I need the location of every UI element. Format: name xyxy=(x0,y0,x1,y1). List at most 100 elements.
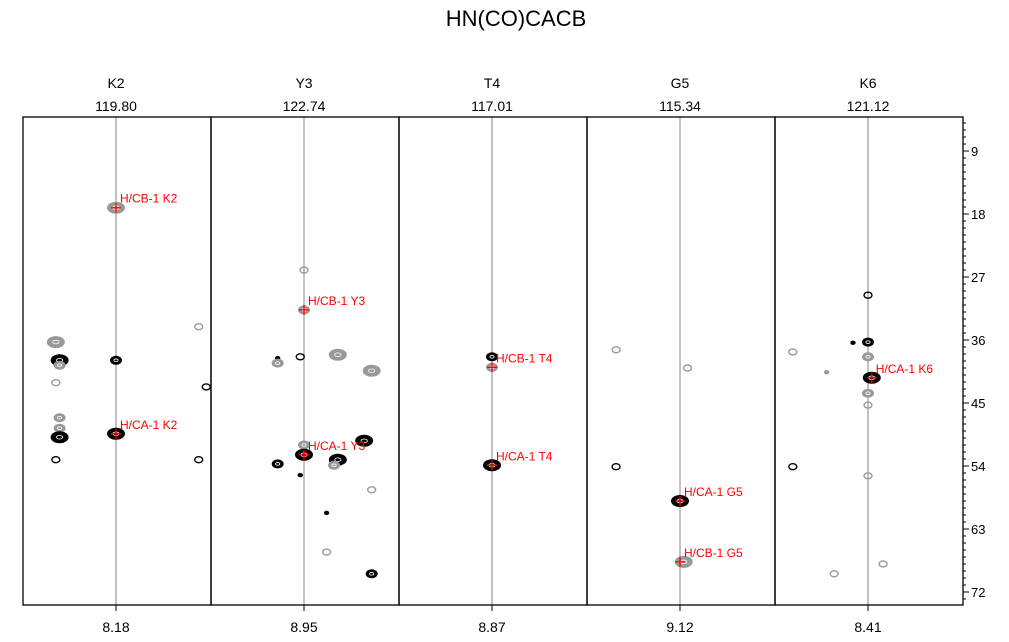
contour-peak xyxy=(271,459,284,469)
peak-marker-cross xyxy=(675,495,685,506)
contour-peak xyxy=(53,413,66,423)
contour-peak xyxy=(53,423,66,433)
contour-inner-level xyxy=(56,435,64,440)
peak-marker-cross xyxy=(111,428,121,439)
strip-residue-label: K2 xyxy=(107,75,124,91)
contour-peak xyxy=(194,455,204,464)
y-tick-label: 72 xyxy=(971,585,985,600)
strip-k6: K6 121.12 8.41 H/CA-1 K6 xyxy=(774,75,964,635)
y-tick-label: 45 xyxy=(971,396,985,411)
contour-peak xyxy=(271,358,284,368)
contour-peak xyxy=(323,510,330,516)
peak-marker-cross xyxy=(111,202,121,213)
chart-title: HN(CO)CACB xyxy=(446,6,587,31)
contour-peak xyxy=(355,434,374,447)
strip-k2: K2 119.80 8.18 H/CB-1 K2 H/CA-1 K2 xyxy=(22,75,212,635)
contour-inner-level xyxy=(331,463,337,468)
contour-inner-level xyxy=(301,443,307,447)
contour-inner-level xyxy=(275,361,281,365)
contour-inner-level xyxy=(360,438,368,443)
contour-peak xyxy=(863,401,873,409)
y-tick-label: 18 xyxy=(971,207,985,222)
strip-n15-label: 117.01 xyxy=(471,98,513,114)
contour-inner-level xyxy=(52,339,60,345)
strip-g5: G5 115.34 9.12 H/CA-1 G5 H/CB-1 G5 xyxy=(586,75,776,635)
strip-residue-label: K6 xyxy=(859,75,876,91)
peak-label: H/CA-1 G5 xyxy=(684,485,743,499)
contour-peak xyxy=(862,337,874,347)
contour-peak xyxy=(863,472,873,480)
peak-marker-cross xyxy=(299,304,309,315)
strip-n15-label: 121.12 xyxy=(847,98,890,114)
peak-marker-cross xyxy=(487,460,497,471)
contour-peak xyxy=(862,352,874,362)
contour-inner-level xyxy=(334,352,342,357)
contour-inner-level xyxy=(57,363,63,367)
contour-peak xyxy=(298,440,310,450)
peak-label: H/CA-1 Y3 xyxy=(308,439,365,453)
peak-label: H/CA-1 K6 xyxy=(876,362,934,376)
peak-label: H/CA-1 T4 xyxy=(496,449,553,463)
contour-inner-level xyxy=(275,462,281,466)
contour-inner-level xyxy=(57,415,63,420)
peak-label: H/CB-1 K2 xyxy=(120,192,178,206)
strip-t4: T4 117.01 8.87 H/CB-1 T4 H/CA-1 T4 xyxy=(398,75,588,635)
contour-peak xyxy=(862,388,874,398)
peak-marker-cross xyxy=(487,362,497,373)
contour-peak xyxy=(611,346,621,354)
y-tick-label: 36 xyxy=(971,333,985,348)
contour-peak xyxy=(295,353,305,361)
strip-h1-label: 9.12 xyxy=(666,619,693,635)
strip-h1-label: 8.18 xyxy=(102,619,129,635)
contour-inner-level xyxy=(368,368,376,373)
peak-marker-cross xyxy=(866,372,877,383)
contour-peak xyxy=(788,462,798,471)
y-tick-label: 54 xyxy=(971,459,985,474)
y-axis: 9 18 27 36 45 54 63 72 xyxy=(963,122,985,600)
contour-peak xyxy=(50,431,69,444)
contour-inner-level xyxy=(489,355,495,359)
peak-marker-cross xyxy=(299,449,309,460)
contour-inner-level xyxy=(865,355,871,359)
contour-peak xyxy=(46,336,65,349)
contour-peak xyxy=(110,355,122,365)
strip-residue-label: T4 xyxy=(484,75,501,91)
strip-residue-label: Y3 xyxy=(295,75,312,91)
contour-peak xyxy=(366,486,377,494)
strip-n15-label: 119.80 xyxy=(95,98,137,114)
y-tick-label: 27 xyxy=(971,270,985,285)
strip-h1-label: 8.87 xyxy=(478,619,505,635)
contour-peak xyxy=(611,462,621,471)
contour-peak xyxy=(788,348,798,356)
contour-peak xyxy=(299,266,309,274)
peak-label: H/CB-1 T4 xyxy=(496,351,553,365)
peak-label: H/CB-1 G5 xyxy=(684,546,743,560)
contour-peak xyxy=(863,291,873,299)
strip-y3: Y3 122.74 8.95 H/CB-1 Y3 H/CA-1 Y3 xyxy=(210,75,400,635)
contour-peak xyxy=(850,340,856,346)
contour-inner-level xyxy=(865,340,871,344)
contour-peak xyxy=(682,364,693,372)
contour-peak xyxy=(328,348,347,361)
strip-n15-label: 122.74 xyxy=(283,98,326,114)
contour-inner-level xyxy=(113,358,119,363)
contour-peak xyxy=(362,364,381,377)
contour-inner-level xyxy=(57,426,63,430)
contour-peak xyxy=(365,569,378,579)
peak-label: H/CA-1 K2 xyxy=(120,418,178,432)
contour-inner-level xyxy=(865,391,871,395)
contour-peak xyxy=(486,352,498,362)
contour-peak xyxy=(878,560,888,568)
contour-peak xyxy=(328,460,341,470)
contour-peak xyxy=(829,570,839,578)
contour-peak xyxy=(823,369,830,375)
contour-inner-level xyxy=(334,457,342,462)
contour-peak xyxy=(321,548,332,556)
contour-peak xyxy=(297,472,303,478)
y-tick-label: 9 xyxy=(971,144,978,159)
strip-residue-label: G5 xyxy=(671,75,690,91)
strip-frame xyxy=(586,116,776,606)
contour-peak xyxy=(201,383,211,391)
contour-peak xyxy=(53,360,66,370)
